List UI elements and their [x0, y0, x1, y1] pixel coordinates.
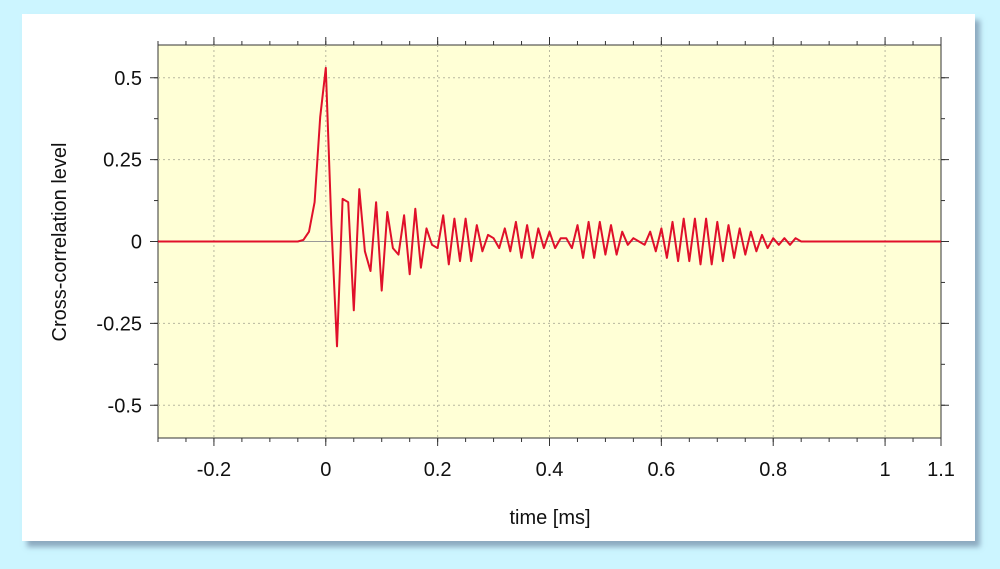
x-tick-label: 0.6	[647, 459, 675, 481]
x-tick-label: -0.2	[197, 459, 231, 481]
y-tick-label: 0	[131, 232, 142, 254]
axis-ticks	[150, 37, 949, 446]
y-tick-label: 0.5	[114, 68, 142, 90]
x-tick-label: 0.2	[424, 459, 452, 481]
x-tick-label: 0.4	[536, 459, 564, 481]
series-layer	[158, 66, 941, 348]
y-axis-title: Cross-correlation level	[49, 143, 71, 342]
x-tick-label: 1.1	[927, 459, 955, 481]
tick-labels: -0.2 0 0.2 0.4 0.6 0.8 1 1.1 0.5 0.25 0 -0.25 -0.5	[96, 68, 955, 481]
x-axis-title: time [ms]	[509, 507, 590, 529]
y-tick-label: -0.25	[96, 313, 142, 335]
x-tick-label: 0.8	[759, 459, 787, 481]
y-tick-label: 0.25	[103, 150, 142, 172]
y-tick-label: -0.5	[108, 395, 142, 417]
x-tick-label: 1	[880, 459, 891, 481]
x-tick-label: 0	[320, 459, 331, 481]
series-line-0	[158, 66, 941, 348]
